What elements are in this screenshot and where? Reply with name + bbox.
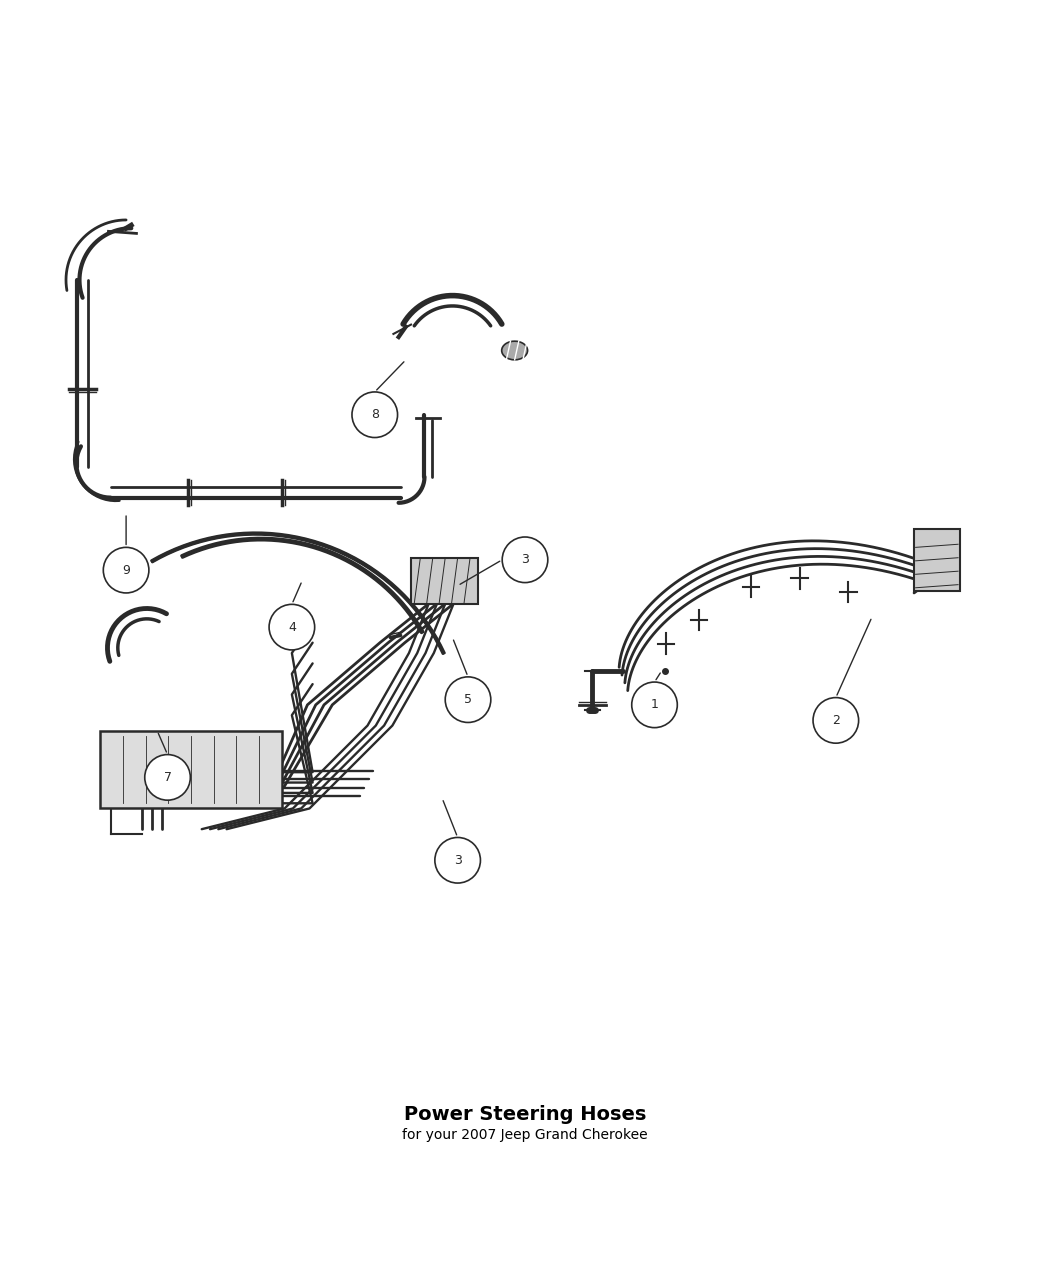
Circle shape [502, 537, 548, 583]
Bar [100, 731, 281, 808]
Circle shape [445, 677, 490, 723]
Circle shape [813, 697, 859, 743]
Text: 3: 3 [454, 854, 462, 867]
Circle shape [103, 547, 149, 593]
Bar [914, 529, 960, 590]
Text: Power Steering Hoses: Power Steering Hoses [404, 1104, 646, 1123]
Text: 1: 1 [651, 699, 658, 711]
Bar [411, 557, 479, 604]
Text: 8: 8 [371, 408, 379, 421]
Circle shape [269, 604, 315, 650]
Text: 3: 3 [521, 553, 529, 566]
Circle shape [145, 755, 190, 801]
Circle shape [435, 838, 481, 884]
Circle shape [632, 682, 677, 728]
Text: 7: 7 [164, 771, 171, 784]
Text: 2: 2 [832, 714, 840, 727]
Text: 5: 5 [464, 694, 473, 706]
Ellipse shape [502, 342, 527, 360]
Text: 4: 4 [288, 621, 296, 634]
Circle shape [352, 391, 398, 437]
Text: for your 2007 Jeep Grand Cherokee: for your 2007 Jeep Grand Cherokee [402, 1128, 648, 1142]
Text: 9: 9 [122, 564, 130, 576]
